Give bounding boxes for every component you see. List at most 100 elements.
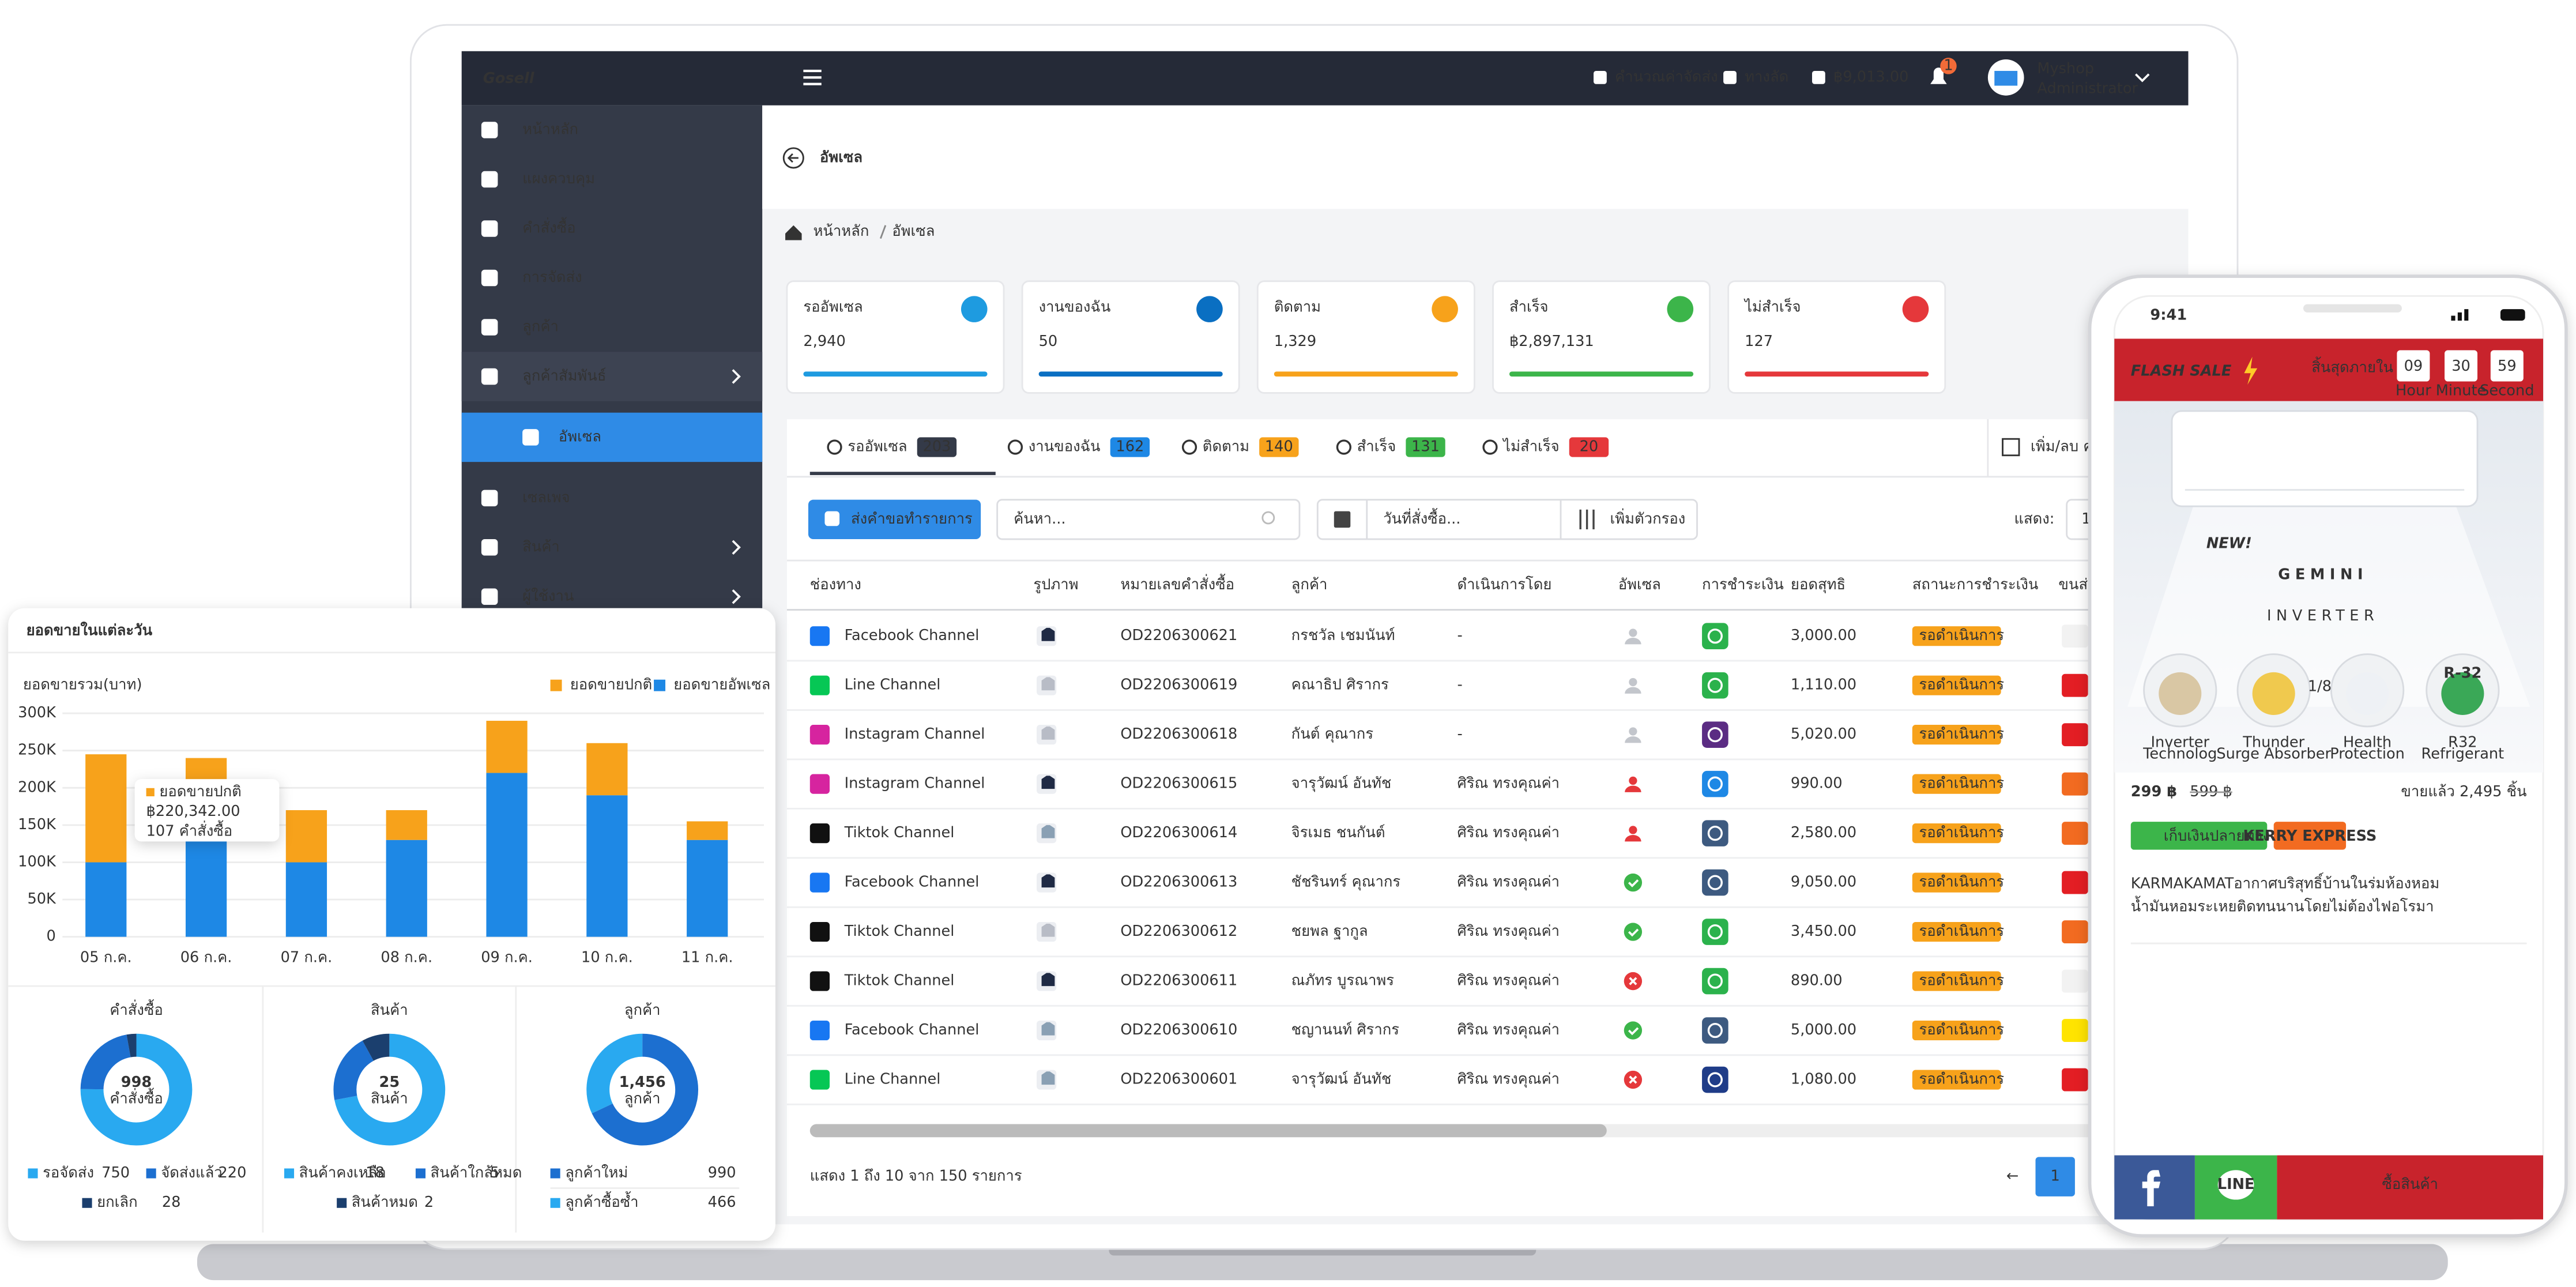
tab-label[interactable]: รออัพเซล [848,438,907,455]
order-number[interactable]: OD2206300610 [1120,1021,1237,1038]
feature-label: Surge Absorber [2216,745,2331,762]
payment-icon-mark [1707,1072,1723,1087]
sidebar-item[interactable]: แผงควบคุม [522,170,595,187]
legend-value: 466 [708,1194,736,1211]
header-link[interactable]: คำนวณค่าจัดส่ง [1615,68,1718,85]
tab-count-badge [1569,437,1609,457]
calendar-icon [1334,511,1351,528]
order-number[interactable]: OD2206300619 [1120,676,1237,694]
scroll-thumb[interactable] [809,1124,1607,1138]
order-number[interactable]: OD2206300621 [1120,627,1237,644]
donut-segment [80,1033,193,1146]
sidebar-item[interactable]: หน้าหลัก [522,121,578,138]
y-tick-label: 100K [18,853,57,870]
stat-bar [1274,371,1458,377]
sidebar-item[interactable]: ลูกค้าสัมพันธ์ [522,367,606,385]
payment-icon-mark [1707,973,1723,989]
y-axis-label: ยอดขายรวม(บาท) [23,676,142,694]
stat-label: รออัพเซล [803,298,863,315]
payment-status [1912,872,2001,893]
sidebar-item[interactable]: เซลเพจ [522,489,570,506]
tab-label[interactable]: สำเร็จ [1357,436,1396,455]
brand-subtitle: INVERTER [2267,607,2379,624]
bar-segment [386,810,427,840]
donut-center-value: 998 [121,1074,152,1091]
stat-icon [1432,296,1458,322]
payment-icon [1702,1017,1728,1044]
order-number[interactable]: OD2206300614 [1120,824,1237,841]
refrigerant-badge: R-32 [2443,665,2481,682]
payment-icon-mark [1707,826,1723,841]
countdown-value: 59 [2498,358,2517,375]
legend-swatch [146,1168,156,1179]
sidebar-item[interactable]: การจัดส่ง [522,269,582,286]
legend-swatch [550,1168,560,1179]
upsell-status-mark [1629,977,1637,985]
date-filter[interactable] [1316,499,1698,540]
laptop: Gosell คำนวณค่าจัดส่ง ทางลัด ฿9,013.00 1 Mysh… [197,24,2448,1281]
tab-label[interactable]: งานของฉัน [1029,438,1101,455]
upsell-person [1629,727,1637,736]
payment-status [1912,675,2001,695]
sold-count: ขายแล้ว 2,495 ชิ้น [2401,781,2526,800]
column-toggle[interactable]: เพิ่ม/ลบ ค [2031,435,2093,455]
payment-status-text: รอดำเนินการ [1919,874,2004,891]
order-number[interactable]: OD2206300611 [1120,972,1237,989]
legend-label: ยอดขายปกติ [570,676,652,694]
breadcrumb[interactable]: หน้าหลัก [813,223,869,240]
back-button[interactable] [782,147,804,169]
payment-icon [1702,919,1728,945]
tab-count: 140 [1265,438,1293,455]
tooltip [134,779,280,842]
tab-icon [1181,439,1197,455]
payment-status-text: รอดำเนินการ [1919,725,2004,743]
phone-speaker [2303,304,2402,313]
laptop-base [197,1244,2448,1281]
buy-button[interactable] [2277,1155,2544,1220]
countdown-box [2445,350,2478,382]
tab-label[interactable]: ไม่สำเร็จ [1502,436,1559,455]
pagination-prev[interactable]: ← [2006,1168,2018,1185]
feature-icon [2252,672,2295,715]
avatar-shop [1994,70,2018,86]
brand: GEMINI [2278,566,2368,584]
sidebar-item[interactable]: อัพเซล [559,428,601,445]
bar-segment [486,721,528,773]
channel: Tiktok Channel [844,824,955,841]
channel: Instagram Channel [845,725,985,743]
customer: กันต์ คุณากร [1291,725,1374,743]
header-link[interactable]: ฿9,013.00 [1833,68,1908,85]
donut-center-label: ลูกค้า [624,1090,661,1108]
request-button[interactable] [808,499,981,540]
sidebar-item[interactable]: สินค้า [522,538,560,555]
carrier-logo [2062,871,2088,894]
tab-label[interactable]: ติดตาม [1203,438,1249,455]
net-amount: 5,020.00 [1791,725,1856,743]
facebook-logo [2142,1170,2161,1206]
column-header: ลูกค้า [1291,576,1328,593]
sidebar-item[interactable]: ผู้ใช้งาน [522,588,574,605]
search-box[interactable] [996,499,1301,540]
sidebar-item[interactable]: ลูกค้า [522,318,559,335]
donut-segment [334,1033,446,1146]
user-name: Myshop [2037,60,2094,77]
tab-count-badge [1259,437,1299,457]
product-shirt [1041,874,1055,888]
order-number[interactable]: OD2206300613 [1120,874,1237,891]
countdown-unit: Minute [2436,382,2487,400]
filter-button[interactable]: เพิ่มตัวกรอง [1610,508,1686,528]
order-number[interactable]: OD2206300612 [1120,923,1237,940]
sidebar-item[interactable]: คำสั่งซื้อ [522,217,575,237]
battery-icon [2500,309,2525,321]
header-link[interactable]: ทางลัด [1745,68,1788,85]
channel: Line Channel [845,1071,941,1088]
order-number[interactable]: OD2206300618 [1120,725,1237,743]
bar-segment [386,840,427,937]
order-number[interactable]: OD2206300615 [1120,775,1237,792]
phone: 9:41 FLASH SALE สิ้นสุดภายใน :09 Hour 30 Minu… [2088,274,2568,1238]
x-tick-label: 09 ก.ค. [481,949,533,966]
y-tick-label: 150K [18,816,57,833]
pagination-current[interactable] [2035,1157,2075,1196]
tab-count: 203 [922,438,951,455]
order-number[interactable]: OD2206300601 [1120,1071,1237,1088]
